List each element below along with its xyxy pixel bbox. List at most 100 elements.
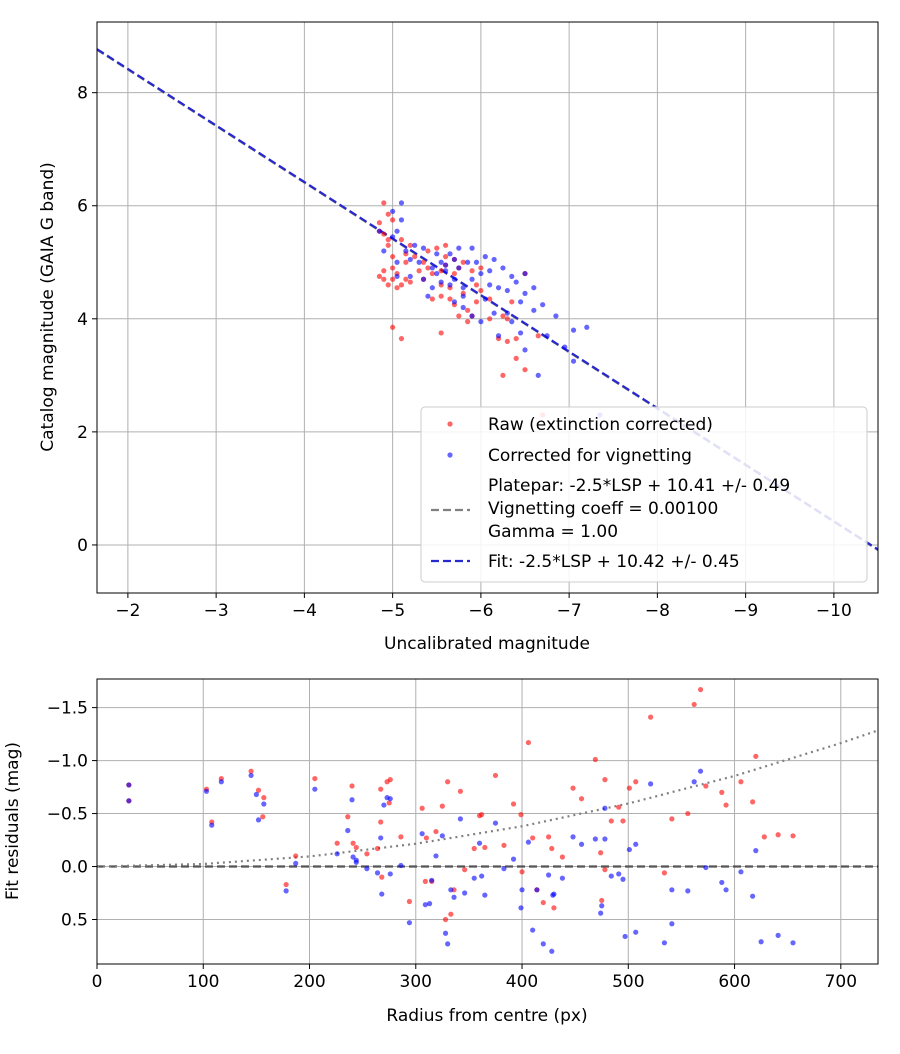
top-x-tick-label: −10 [816,601,852,621]
bottom-series-1-point [476,840,483,846]
top-series-1-point [509,319,515,325]
top-series-0-point [487,296,493,302]
top-series-1-point [438,259,444,265]
top-y-tick-label: 0 [77,536,88,556]
bottom-series-0-point [378,819,384,825]
top-series-1-point [390,208,396,214]
bottom-series-1-point [620,876,626,882]
bottom-series-1-point [398,862,404,869]
legend-box [420,406,868,583]
bottom-series-1-point [261,801,267,807]
top-series-1-point [482,296,488,302]
top-series-0-point [385,237,391,243]
bottom-series-1-point [697,768,704,774]
top-series-0-point [478,265,484,271]
top-y-axis-label: Catalog magnitude (GAIA G band) [38,162,58,452]
bottom-series-0-point [422,878,428,884]
top-series-0-point [522,367,528,373]
top-series-0-point [390,276,396,282]
legend-fit-label: Fit: -2.5*LSP + 10.42 +/- 0.45 [488,552,740,572]
bottom-series-0-point [349,783,355,789]
bottom-series-0-point [750,799,756,805]
legend: Raw (extinction corrected) Corrected for… [420,406,868,583]
bottom-series-0-point [790,833,796,839]
legend-platepar-label: Platepar: -2.5*LSP + 10.41 +/- 0.49 Vigne… [488,476,790,542]
top-series-1-point [482,254,488,260]
bottom-series-0-point [423,835,430,841]
top-series-0-point [509,299,515,305]
top-series-0-point [460,259,466,265]
top-series-1-point [495,285,502,291]
top-series-0-point [513,355,519,361]
bottom-series-1-point [616,871,622,877]
bottom-series-1-point [559,875,566,881]
bottom-series-0-point [482,844,488,851]
bottom-series-0-point [379,874,385,880]
bottom-series-1-point [598,910,604,916]
bottom-x-ticks: 0 100 200 300 400 500 600 700 [92,964,857,992]
top-series-0-point [429,270,435,277]
bottom-reference-lines [97,729,878,868]
top-series-1-point [416,259,422,265]
top-series-0-point [442,254,449,260]
top-series-0-point [447,296,453,302]
bottom-series-1-point [203,788,210,794]
bottom-series-1-point [379,891,385,897]
bottom-scatter-points [126,686,796,954]
top-series-0-point [385,242,391,248]
top-series-0-point [376,220,382,226]
top-series-0-point [504,338,510,345]
bottom-series-0-point [492,772,499,779]
top-series-1-point [420,276,427,282]
top-series-1-point [394,228,400,234]
bottom-series-0-point [419,805,425,811]
top-series-1-point [438,279,444,285]
bottom-series-1-point [387,796,393,802]
bottom-series-1-point [334,851,340,857]
top-series-1-point [522,290,528,296]
top-series-1-point [544,333,550,339]
bottom-x-tick-label: 200 [293,972,325,992]
bottom-series-0-point [457,788,464,794]
bottom-series-1-point [723,887,729,893]
bottom-series-0-point [608,818,614,824]
top-series-1-point [398,200,405,206]
top-series-0-point [398,282,405,288]
bottom-series-0-point [386,800,392,806]
bottom-series-0-point [345,814,351,820]
bottom-series-0-point [549,845,555,852]
top-series-1-point [500,265,506,271]
bottom-series-1-point [519,887,525,893]
top-x-tick-label: −9 [733,601,758,621]
top-series-1-point [531,285,537,291]
top-series-1-point [460,293,466,299]
top-series-1-point [451,276,458,282]
top-series-0-point [390,265,396,271]
bottom-x-tick-label: 300 [400,972,432,992]
top-series-1-point [570,358,577,364]
bottom-series-0-point [626,785,632,791]
top-series-1-point [442,262,449,268]
bottom-series-1-point [669,887,675,893]
bottom-y-tick-label: 0.0 [61,858,88,878]
top-y-ticks: 0 2 4 6 8 [77,84,97,556]
top-series-0-point [398,237,405,243]
bottom-series-0-point [501,842,507,848]
bottom-series-0-point [648,714,654,720]
top-y-tick-label: 8 [77,84,88,104]
bottom-plot-frame [96,678,879,965]
top-series-0-point [390,324,396,330]
top-series-0-point [487,316,493,322]
top-series-1-point [451,256,458,263]
bottom-series-0-point [633,779,639,785]
legend-corrected-label: Corrected for vignetting [488,446,692,466]
bottom-series-0-point [462,867,468,873]
top-x-ticks: −2 −3 −4 −5 −6 −7 −8 −9 −10 [115,593,852,621]
bottom-x-tick-label: 100 [187,972,219,992]
top-series-0-point [376,273,382,280]
top-series-1-point [407,273,413,280]
bottom-y-ticks: 0.5 0.0 −0.5 −1.0 −1.5 [47,699,97,931]
bottom-series-1-point [608,873,614,879]
top-series-1-point [491,310,497,316]
top-series-1-point [570,327,577,333]
